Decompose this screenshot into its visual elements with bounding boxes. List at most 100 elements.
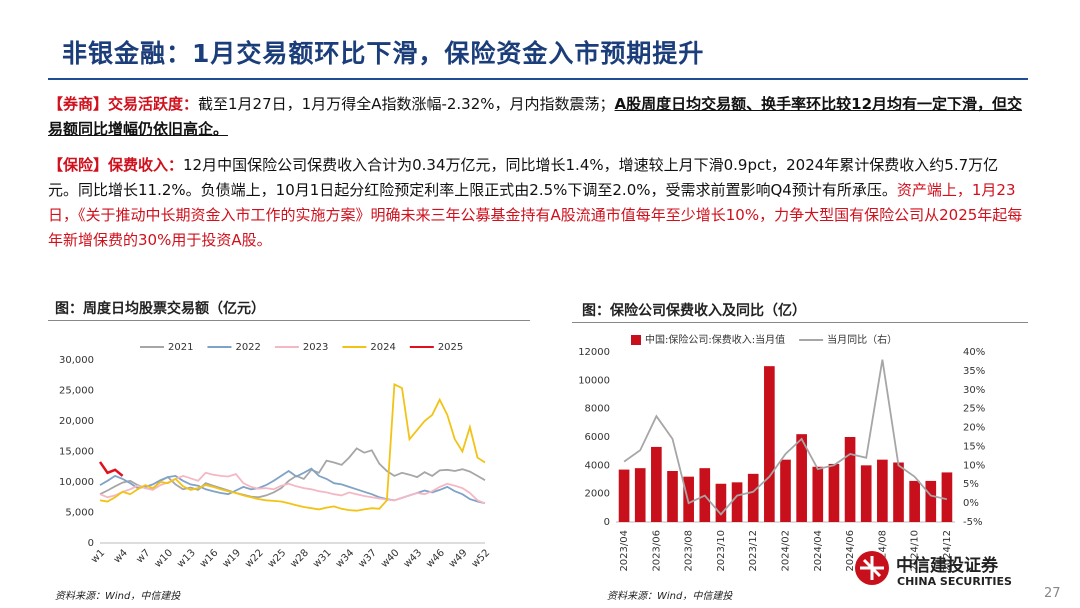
bar [893,462,904,522]
source-note: 资料来源：Wind，中信建投 [55,591,181,602]
y-tick-label: 10000 [578,375,610,386]
x-tick-label: w10 [153,547,176,570]
x-tick-label: 2023/04 [619,530,630,572]
x-tick-label: w4 [112,547,130,565]
y-tick-label: 30,000 [59,355,94,366]
x-tick-label: w46 [424,547,447,570]
x-tick-label: w40 [379,547,402,570]
series-line [623,359,948,516]
chart: 0 5,000 10,000 15,000 20,000 25,000 30,000 w1 w4… [59,342,492,570]
y2-tick-label: 25% [963,404,985,415]
x-tick-label: w37 [356,547,379,570]
bar [731,482,743,522]
x-tick-label: 2023/10 [716,530,727,572]
x-tick-label: 2024/02 [781,530,792,572]
y-tick-label: 25,000 [59,386,94,397]
x-tick-label: w16 [198,547,221,570]
legend-label: 2022 [235,342,260,353]
chart: 0 2000 4000 6000 8000 10000 12000 -5% 0% 5% 10% 15%… [578,333,985,572]
para-text: 截至1月27日，1月万得全A指数涨幅-2.32%，月内指数震荡； [198,95,615,113]
legend-label: 2025 [438,342,463,353]
y2-tick-label: -5% [963,517,982,528]
slide-title: 非银金融：1月交易额环比下滑，保险资金入市预期提升 [62,39,705,68]
bar [780,459,791,522]
bar [715,483,727,522]
bar [941,472,953,522]
x-tick-label: w13 [175,547,198,570]
logo-icon [855,551,889,585]
para-highlight: 资产端上，1月23日，《关于推动中长期资金入市工作的实施方案》明确未来三年公募基… [48,181,1023,249]
x-tick-label: w34 [334,547,357,570]
x-tick-label: 2023/12 [748,530,759,572]
x-tick-label: 2023/08 [684,530,695,572]
y-tick-label: 15,000 [59,447,94,458]
y2-tick-label: 0% [963,498,979,509]
logo-name: 中信建投证券 [896,556,998,576]
x-tick-label: w19 [221,547,244,570]
bar [764,366,775,522]
x-tick-label: w31 [311,547,334,570]
bar [618,469,630,522]
legend-label: 2023 [303,342,328,353]
page-number: 27 [1044,586,1061,601]
y-tick-label: 0 [604,517,610,528]
x-tick-label: w28 [289,547,312,570]
bar [860,465,872,522]
bar [925,480,937,522]
x-tick-label: 2023/06 [651,530,662,572]
x-tick-label: w1 [89,547,107,565]
bar [812,466,824,522]
x-tick-label: 2024/12 [942,530,953,572]
x-tick-label: w7 [134,547,152,565]
bar [651,446,662,522]
y2-tick-label: 30% [963,385,985,396]
series-line [98,461,124,477]
logo-mark [860,556,884,580]
chart-title: 图：保险公司保费收入及同比（亿） [582,303,806,319]
y-tick-label: 6000 [585,432,610,443]
x-tick-label: 2024/04 [813,530,824,572]
x-tick-label: 2024/06 [845,530,856,572]
para-heading: 【保险】保费收入： [48,156,184,174]
bar [634,468,646,522]
bar [877,459,888,522]
x-tick-label: w22 [243,547,266,570]
series-line [99,471,486,505]
source-note: 资料来源：Wind，中信建投 [607,591,733,602]
bar [844,437,856,522]
legend-label: 中国:保险公司:保费收入:当月值 [645,333,785,346]
chart-title: 图：周度日均股票交易额（亿元） [55,301,265,317]
y-tick-label: 2000 [585,489,610,500]
y-tick-label: 12000 [578,347,610,358]
y2-tick-label: 10% [963,460,985,471]
y-tick-label: 10,000 [59,477,94,488]
para-heading: 【券商】交易活跃度： [48,95,199,113]
y2-tick-label: 15% [963,441,985,452]
paragraph: 【券商】交易活跃度：截至1月27日，1月万得全A指数涨幅-2.32%，月内指数震… [48,92,1023,142]
legend-swatch [631,335,641,345]
legend-label: 当月同比（右） [827,333,897,346]
y-tick-label: 4000 [585,460,610,471]
bar [828,463,840,522]
paragraph: 【保险】保费收入：12月中国保险公司保费收入合计为0.34万亿元，同比增长1.4… [48,153,1023,253]
para-text: 12月中国保险公司保费收入合计为0.34万亿元，同比增长1.4%，增速较上月下滑… [48,156,999,199]
bar [909,480,920,522]
y2-tick-label: 5% [963,479,979,490]
bar [667,471,678,522]
x-tick-label: w49 [447,547,470,570]
bar [796,434,807,522]
x-tick-label: 2024/08 [877,530,888,572]
y-tick-label: 5,000 [65,508,94,519]
legend-label: 2024 [370,342,395,353]
logo-english: CHINA SECURITIES [897,575,1012,588]
series-line [99,467,486,505]
y-tick-label: 0 [88,538,94,549]
chart-title-rule [48,320,530,321]
y-tick-label: 8000 [585,404,610,415]
x-tick-label: 2024/10 [910,530,921,572]
y2-tick-label: 20% [963,423,985,434]
x-tick-label: w43 [402,547,425,570]
chart-title-rule [572,322,1028,323]
y-tick-label: 20,000 [59,416,94,427]
